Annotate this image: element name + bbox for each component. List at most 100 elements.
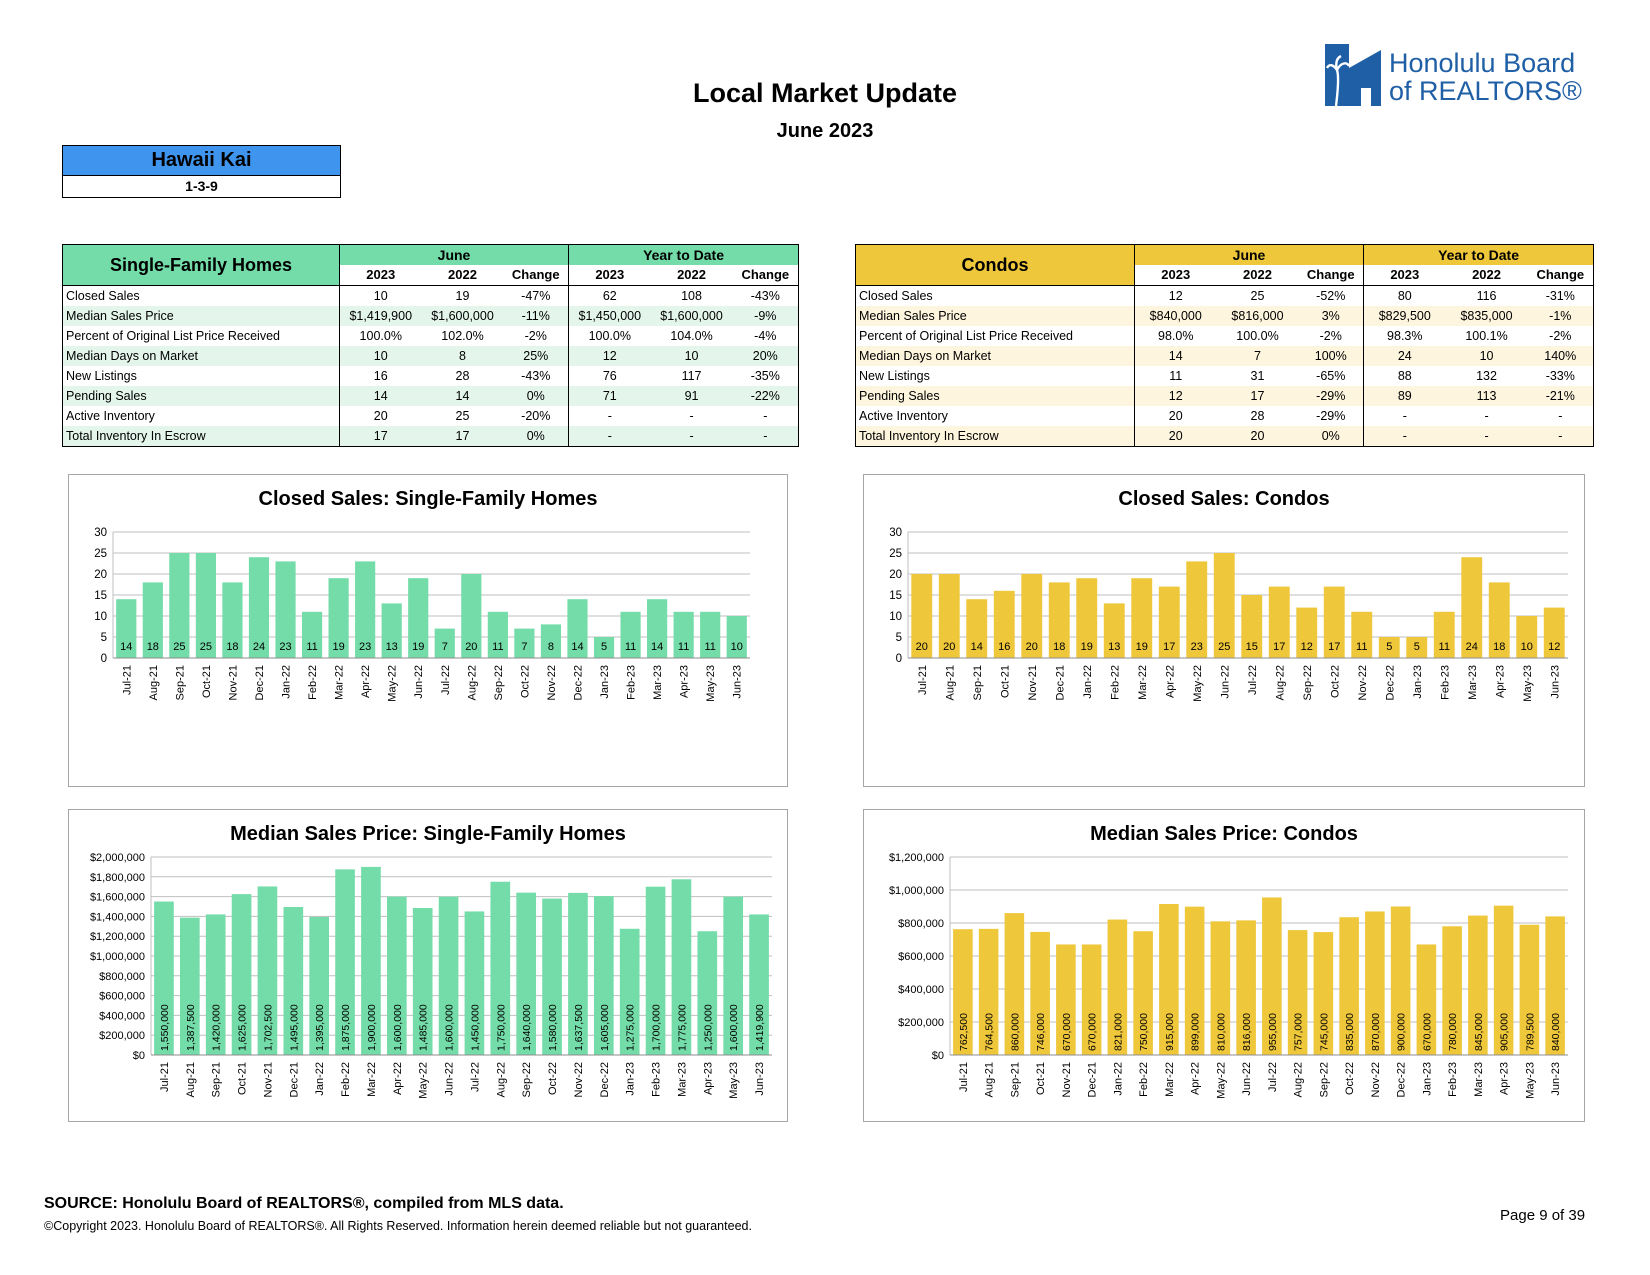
data-label: 17 — [1163, 641, 1175, 653]
x-tick-label: Jul-21 — [121, 665, 133, 695]
bar — [116, 599, 137, 658]
bar — [381, 603, 402, 658]
x-tick-label: Feb-23 — [1447, 1062, 1459, 1097]
data-label: 1,625,000 — [237, 1004, 249, 1051]
bar — [1103, 603, 1125, 658]
data-label: 19 — [412, 641, 424, 653]
data-label: 25 — [173, 641, 185, 653]
data-label: 12 — [1301, 641, 1313, 653]
x-tick-label: Sep-21 — [211, 1062, 223, 1097]
column-header: 2022 — [1445, 265, 1528, 286]
data-label: 18 — [1493, 641, 1505, 653]
x-tick-label: Mar-23 — [1473, 1062, 1485, 1097]
x-tick-label: Dec-22 — [599, 1062, 611, 1097]
bar — [1516, 616, 1538, 658]
table-cell: - — [1527, 406, 1595, 426]
bar — [464, 911, 485, 1055]
table-row: Median Sales Price $1,419,900 $1,600,000 -1… — [62, 306, 800, 326]
x-tick-label: Feb-22 — [1109, 665, 1121, 700]
table-cell: -65% — [1298, 366, 1365, 386]
x-tick-label: Apr-23 — [1499, 1062, 1511, 1095]
y-tick-label: $0 — [133, 1050, 145, 1062]
y-tick-label: $200,000 — [99, 1030, 145, 1042]
column-header: Change — [1527, 265, 1595, 286]
y-tick-label: $1,800,000 — [90, 872, 145, 884]
data-label: 1,640,000 — [521, 1004, 533, 1051]
table-cell: 113 — [1445, 386, 1528, 406]
table-cell: 132 — [1476, 369, 1497, 383]
bar — [620, 611, 641, 658]
y-tick-label: $1,000,000 — [889, 885, 944, 897]
row-label: Total Inventory In Escrow — [855, 426, 1135, 447]
bar — [645, 886, 666, 1055]
data-label: 840,000 — [1550, 1013, 1562, 1051]
chart-svg: Median Sales Price: Condos $0 $200,000 $400… — [889, 823, 1568, 1099]
table-cell: 14 — [421, 386, 504, 406]
table-cell: $1,419,900 — [339, 306, 422, 326]
bar — [749, 914, 769, 1055]
bar — [1416, 944, 1437, 1055]
data-label: 17 — [1328, 641, 1340, 653]
bar — [1488, 582, 1510, 658]
table-cell: 12 — [568, 346, 651, 366]
y-tick-label: $2,000,000 — [90, 852, 145, 864]
bar — [1268, 586, 1290, 658]
x-tick-label: Oct-22 — [1329, 665, 1341, 698]
row-label: Percent of Original List Price Received — [855, 326, 1135, 346]
group-header-month: June — [1133, 244, 1365, 265]
data-label: 821,000 — [1112, 1013, 1124, 1051]
data-label: 16 — [998, 641, 1010, 653]
data-label: 20 — [943, 641, 955, 653]
row-label: Median Days on Market — [62, 346, 340, 366]
x-tick-label: Apr-22 — [392, 1062, 404, 1095]
table-row: Active Inventory 20 25 -20% - - - — [62, 406, 800, 426]
x-tick-label: Jul-21 — [917, 665, 929, 695]
data-label: 670,000 — [1061, 1013, 1073, 1051]
table-cell: 17 — [421, 426, 504, 447]
table-cell: 20 — [1134, 426, 1217, 447]
row-label: Pending Sales — [62, 386, 340, 406]
table-cell: 140% — [1527, 346, 1595, 366]
bar — [1021, 574, 1043, 658]
page-title: Local Market Update — [692, 78, 958, 108]
table-cell: 12 — [1168, 289, 1183, 303]
x-tick-label: Sep-21 — [1009, 1062, 1021, 1097]
chart-condo-closed-sales: Closed Sales: Condos 0 5 10 15 20 25 30 20 Jul-21… — [863, 474, 1585, 787]
bar — [275, 561, 296, 658]
data-label: 23 — [279, 641, 291, 653]
x-tick-label: Sep-22 — [1302, 665, 1314, 700]
data-label: 860,000 — [1009, 1013, 1021, 1051]
table-cell: -2% — [503, 326, 570, 346]
y-tick-label: $1,200,000 — [90, 931, 145, 943]
table-cell: 117 — [681, 369, 702, 383]
footer-source: SOURCE: Honolulu Board of REALTORS®, com… — [44, 1195, 564, 1212]
footer-copyright: ©Copyright 2023. Honolulu Board of REALT… — [44, 1219, 752, 1233]
x-tick-label: Jan-22 — [1112, 1062, 1124, 1096]
y-tick-label: 25 — [889, 548, 902, 560]
data-label: 1,495,000 — [288, 1004, 300, 1051]
y-tick-label: 30 — [94, 527, 107, 539]
x-tick-label: Oct-22 — [519, 665, 531, 698]
bar — [700, 611, 721, 658]
area-box: Hawaii Kai 1-3-9 — [62, 145, 341, 198]
table-cell: -43% — [732, 285, 800, 306]
table-row: Percent of Original List Price Received 1… — [62, 326, 800, 346]
table-cell: 19 — [455, 289, 470, 303]
table-cell: -31% — [1527, 285, 1595, 306]
table-cell: 10 — [373, 289, 388, 303]
bar — [568, 892, 588, 1055]
table-cell: - — [1402, 409, 1407, 423]
y-tick-label: 20 — [889, 569, 902, 581]
x-tick-label: Jan-23 — [1412, 665, 1424, 699]
column-header: 2022 — [421, 265, 504, 286]
bar — [412, 907, 433, 1055]
data-label: 789,500 — [1524, 1013, 1536, 1051]
data-label: 24 — [253, 641, 265, 653]
bar — [1313, 932, 1334, 1055]
data-label: 18 — [226, 641, 238, 653]
bar — [179, 917, 200, 1055]
data-label: 23 — [1191, 641, 1203, 653]
table-cell: -29% — [1298, 406, 1365, 426]
table-cell: -47% — [503, 285, 570, 306]
table-cell: 28 — [455, 369, 470, 383]
